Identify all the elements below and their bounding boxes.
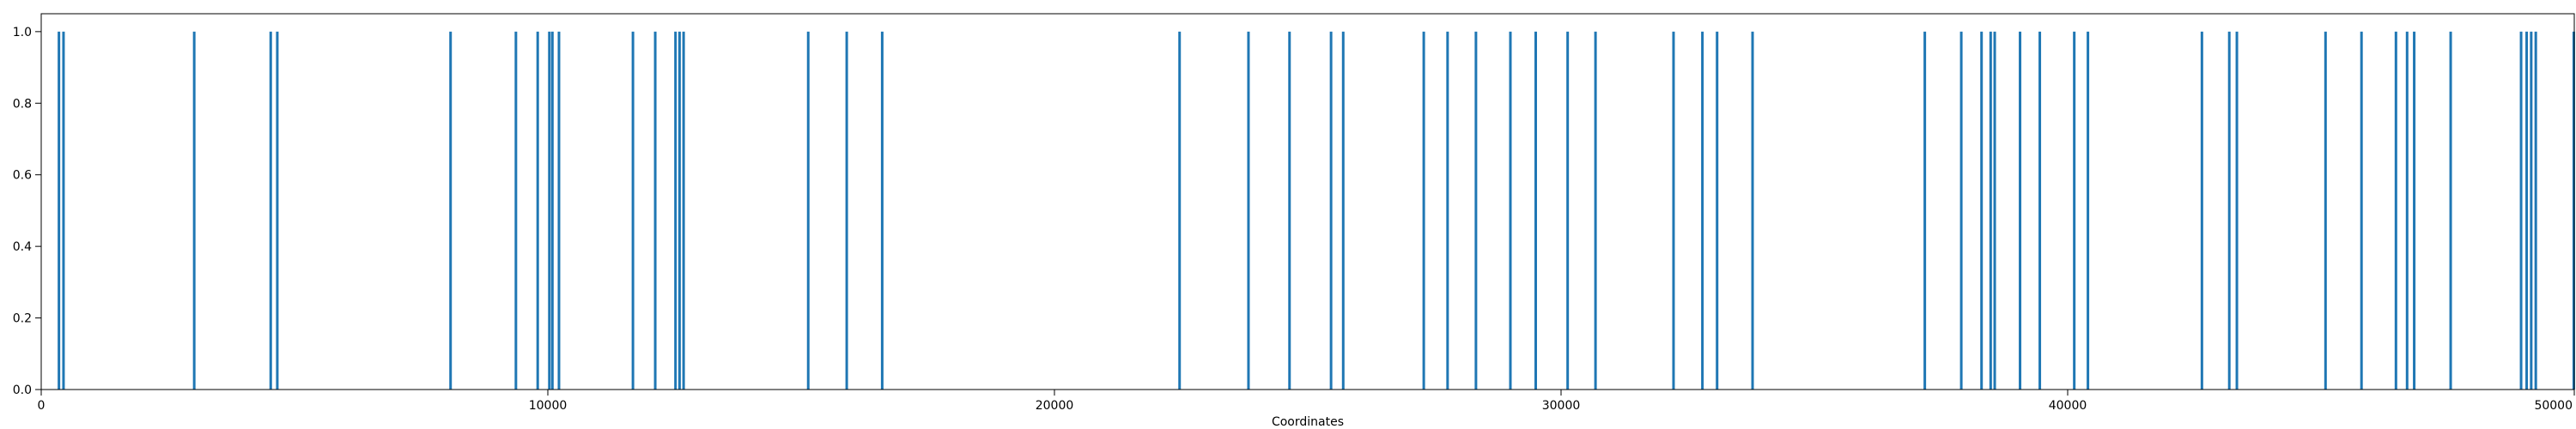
bars-group: [58, 31, 2575, 390]
y-axis: 0.0 0.2 0.4 0.6 0.8 1.0: [13, 26, 41, 397]
bar: [1701, 31, 1704, 390]
bar: [1341, 31, 1345, 390]
bar: [2324, 31, 2327, 390]
bar: [2227, 31, 2231, 390]
bar: [1288, 31, 1291, 390]
bar: [2235, 31, 2239, 390]
y-tick-label: 0.4: [13, 240, 32, 254]
bar: [449, 31, 453, 390]
y-tick-label: 0.2: [13, 312, 32, 326]
bar: [2073, 31, 2076, 390]
bar: [1534, 31, 1537, 390]
bar: [1566, 31, 1570, 390]
bar: [1178, 31, 1182, 390]
bar: [1672, 31, 1675, 390]
x-axis-label: Coordinates: [1272, 415, 1344, 429]
bar: [1716, 31, 1719, 390]
x-axis: 0 10000 20000 30000 40000 50000: [38, 390, 2575, 413]
bar: [674, 31, 677, 390]
x-tick-label: 0: [38, 399, 46, 413]
bar: [682, 31, 685, 390]
y-tick-label: 0.6: [13, 169, 32, 183]
bar: [1509, 31, 1512, 390]
bar: [1980, 31, 1984, 390]
bar: [269, 31, 272, 390]
bar: [2572, 31, 2575, 390]
bar: [1247, 31, 1250, 390]
bar: [1329, 31, 1333, 390]
bar: [2038, 31, 2042, 390]
bar: [2087, 31, 2090, 390]
bar: [631, 31, 635, 390]
bar: [1422, 31, 1425, 390]
bar: [1751, 31, 1754, 390]
bar: [557, 31, 561, 390]
bar: [514, 31, 518, 390]
bar: [1474, 31, 1478, 390]
x-tick-label: 40000: [2049, 399, 2087, 413]
bar: [2405, 31, 2409, 390]
bar: [2534, 31, 2537, 390]
bar: [58, 31, 61, 390]
x-tick-label: 20000: [1036, 399, 1074, 413]
x-tick-label: 30000: [1542, 399, 1581, 413]
plot-frame: [40, 13, 2575, 390]
bar: [806, 31, 810, 390]
bar: [845, 31, 848, 390]
y-tick-label: 1.0: [13, 26, 32, 39]
bar: [2019, 31, 2022, 390]
bar: [1446, 31, 1449, 390]
bar: [536, 31, 539, 390]
bar: [1923, 31, 1927, 390]
y-tick-label: 0.0: [13, 384, 32, 397]
bar: [550, 31, 554, 390]
bar: [62, 31, 65, 390]
bar: [1989, 31, 1992, 390]
bar: [2525, 31, 2529, 390]
x-tick-label: 10000: [529, 399, 568, 413]
bar: [2449, 31, 2452, 390]
bar: [276, 31, 279, 390]
bar: [2519, 31, 2523, 390]
bar: [880, 31, 884, 390]
y-tick-label: 0.8: [13, 97, 32, 111]
bar: [2413, 31, 2416, 390]
x-tick-label: 50000: [2534, 399, 2573, 413]
bar: [2360, 31, 2363, 390]
bar: [1959, 31, 1963, 390]
bar: [2200, 31, 2203, 390]
bar: [192, 31, 196, 390]
bar: [2530, 31, 2533, 390]
bar: [2394, 31, 2397, 390]
bar: [548, 31, 551, 390]
bar: [677, 31, 681, 390]
bar: [653, 31, 657, 390]
bar: [1594, 31, 1597, 390]
bar: [1993, 31, 1996, 390]
